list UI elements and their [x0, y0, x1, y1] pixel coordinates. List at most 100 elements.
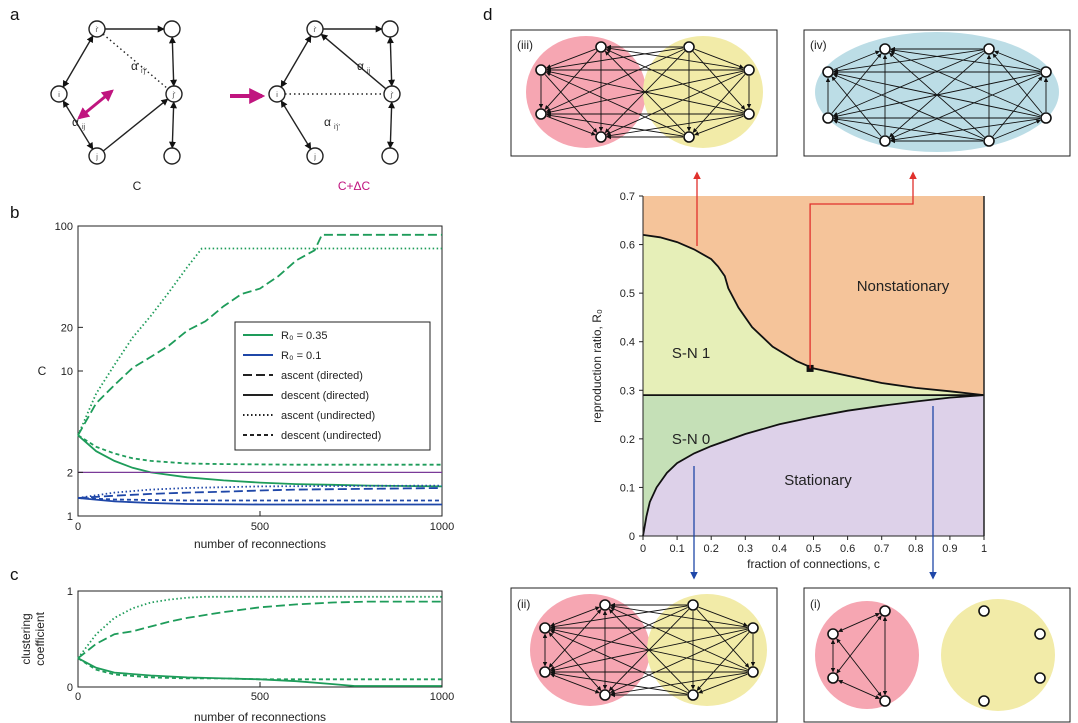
- network-node: [1034, 628, 1046, 640]
- panel-c-frame: [77, 590, 443, 688]
- panel-d-ytick-label: 0.1: [620, 482, 635, 494]
- panel-d-xtick-label: 0.4: [772, 543, 787, 555]
- panel-d-xtick-label: 0.5: [806, 543, 821, 555]
- network-node: [88, 20, 106, 38]
- panel-d-xtick-label: 0.3: [738, 543, 753, 555]
- panel-c-xtick-label: 0: [75, 691, 81, 703]
- network-node: [535, 108, 547, 120]
- network-edge: [994, 119, 1041, 140]
- network-node: [978, 695, 990, 707]
- panel-b-series-line: [77, 487, 443, 499]
- panel-d-xtick-label: 1: [981, 543, 987, 555]
- panel-c-chart: c 0 1 0 500 1000 number of reconnections clust…: [10, 565, 454, 723]
- panel-b-legend-entry: descent (undirected): [281, 430, 381, 442]
- panel-b-ylabel: C: [38, 364, 47, 378]
- edge: [168, 101, 178, 149]
- edge-alpha-ij: [320, 33, 387, 90]
- network-node: [88, 147, 106, 165]
- network-edge: [550, 605, 688, 629]
- network-node: [747, 622, 759, 634]
- region-stationary: [643, 395, 984, 536]
- network-node: [381, 20, 399, 38]
- network-edge: [696, 609, 750, 668]
- cluster-yellow: [941, 599, 1055, 711]
- cluster-blue: [815, 32, 1059, 152]
- network-node: [743, 64, 755, 76]
- network-node: [687, 599, 699, 611]
- network-edge: [831, 53, 882, 114]
- panel-b-series-line: [77, 233, 442, 436]
- network-edge: [694, 48, 744, 69]
- network-edge: [544, 74, 598, 133]
- network-node: [539, 622, 551, 634]
- network-node: [599, 599, 611, 611]
- panel-d-phase-diagram: d 0 0.1 0.2 0.3 0.4 0.5 0.6 0.7 0 0.1 0.2 0.3 0.4 0.5…: [483, 5, 1071, 723]
- network-node: [163, 20, 181, 38]
- panel-a-letter: a: [10, 5, 20, 24]
- panel-b-series-line: [77, 497, 442, 502]
- panel-c-xtick-label: 1000: [430, 691, 454, 703]
- edge: [62, 100, 94, 150]
- panel-b-series-line: [77, 484, 443, 499]
- panel-b-ytick-label: 10: [61, 366, 73, 378]
- network-edge: [610, 607, 748, 670]
- panel-d-xtick-label: 0.9: [942, 543, 957, 555]
- panel-b-series-line: [77, 434, 442, 466]
- network-node: [983, 43, 995, 55]
- panel-b-legend-entry: descent (directed): [281, 390, 369, 402]
- panel-c-plot-area: 0 1 0 500 1000 number of reconnections cluster…: [19, 586, 454, 723]
- alpha-ipjp-label: α: [131, 59, 138, 73]
- upper-boundary-curve: [642, 234, 985, 396]
- network-edge: [546, 48, 596, 69]
- network-edge: [838, 680, 880, 699]
- network-node: [879, 135, 891, 147]
- region-sn1: [643, 234, 984, 396]
- network-node: [822, 112, 834, 124]
- region-label-stationary: Stationary: [784, 472, 852, 489]
- panel-c-ylabel: clusteringcoefficient: [19, 611, 47, 665]
- node-label-j-prime: j': [172, 92, 176, 99]
- network-edge: [692, 51, 746, 110]
- panel-b-ytick-label: 20: [61, 322, 73, 334]
- network-edge: [833, 49, 984, 73]
- network-edge: [550, 671, 688, 695]
- panel-c-series-line: [77, 595, 442, 659]
- network-node: [599, 689, 611, 701]
- panel-c-letter: c: [10, 565, 19, 584]
- panel-b-legend-entry: R₀ = 0.1: [281, 350, 321, 362]
- network-before-reconnection: i'j'ijα i'j'α ij: [50, 20, 183, 165]
- panel-b-ytick-label: 100: [55, 221, 73, 233]
- network-edge: [833, 50, 880, 71]
- network-after-reconnection: i'j'ijα ijα i'j': [268, 20, 401, 165]
- network-edge: [546, 115, 596, 136]
- network-node: [1034, 672, 1046, 684]
- network-edge: [546, 72, 684, 135]
- panel-b-xtick-label: 1000: [430, 521, 454, 533]
- network-edge: [546, 49, 684, 112]
- network-edge: [833, 119, 880, 140]
- caption-c: C: [133, 179, 142, 193]
- panel-b-xlabel: number of reconnections: [194, 537, 326, 551]
- edge-alpha-ij: [102, 98, 169, 152]
- network-edge: [890, 50, 1041, 117]
- network-node: [827, 628, 839, 640]
- panel-d-xtick-label: 0.7: [874, 543, 889, 555]
- panel-b-series-line: [77, 434, 443, 488]
- swap-arrow: [77, 89, 114, 120]
- network-edge: [608, 608, 690, 692]
- network-edge: [606, 46, 744, 70]
- network-edge: [833, 73, 984, 140]
- network-edge: [546, 47, 684, 71]
- panel-b-ytick-label: 2: [67, 467, 73, 479]
- network-edge: [606, 49, 744, 112]
- alpha-ij-subscript: ij: [367, 68, 371, 75]
- network-node: [743, 108, 755, 120]
- network-edge: [610, 672, 748, 696]
- network-node: [539, 666, 551, 678]
- panel-c-xtick-label: 500: [251, 691, 269, 703]
- panel-c-ytick-label: 1: [67, 586, 73, 598]
- edge: [386, 101, 396, 149]
- region-label-nonstationary: Nonstationary: [857, 278, 950, 295]
